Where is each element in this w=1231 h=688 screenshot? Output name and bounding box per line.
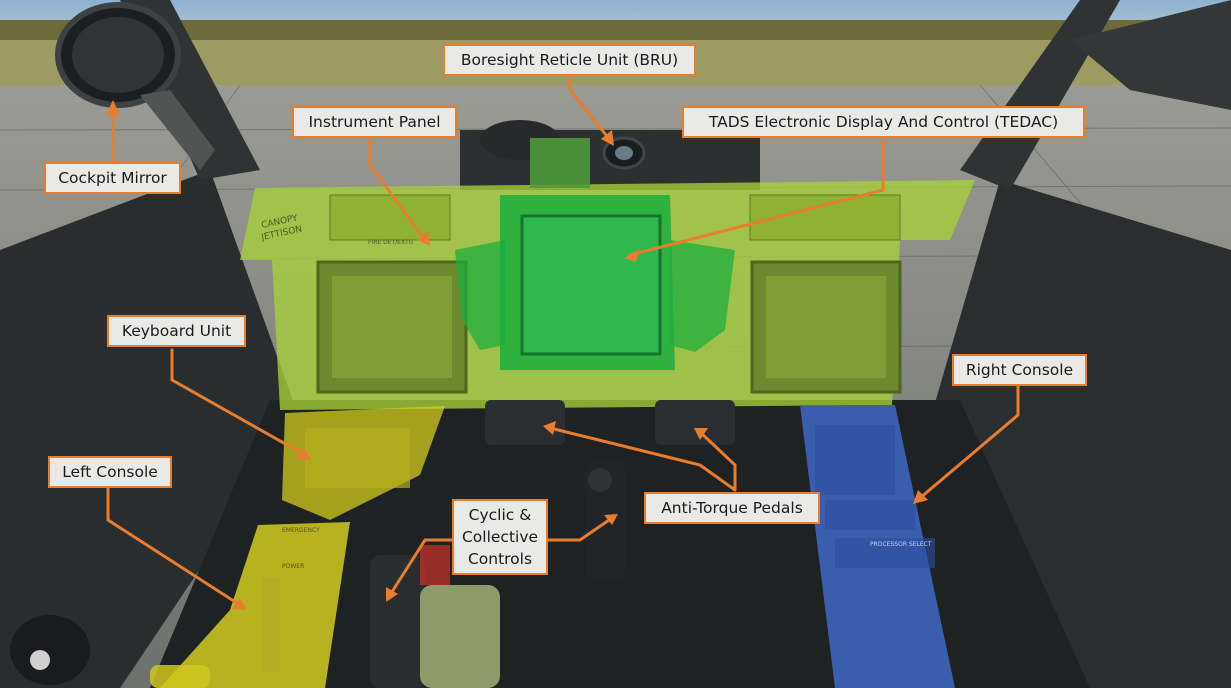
instrument-panel-label: Instrument Panel	[292, 106, 457, 138]
tedac-highlight	[455, 138, 735, 370]
cyclic-collective-label-line-2: Collective	[461, 528, 539, 546]
left-console-highlight	[160, 522, 350, 688]
anti-torque-pedals-label: Anti-Torque Pedals	[644, 492, 820, 524]
tedac-label: TADS Electronic Display And Control (TED…	[682, 106, 1085, 138]
fire-det-extg-text: FIRE DET/EXTG	[368, 239, 414, 246]
cyclic-collective-controls-label: Cyclic & Collective Controls	[452, 499, 548, 575]
cockpit-controls	[10, 400, 735, 688]
keyboard-unit-highlight	[282, 406, 445, 520]
boresight-reticle-unit	[602, 136, 646, 170]
left-console-lever	[262, 578, 280, 673]
boresight-reticle-unit-label: Boresight Reticle Unit (BRU)	[443, 44, 696, 76]
callout-arrows	[106, 70, 1020, 607]
cockpit-mirror-label: Cockpit Mirror	[44, 162, 181, 194]
callout-arrowheads	[106, 100, 928, 610]
cockpit-mirror	[55, 2, 215, 170]
emergency-text: EMERGENCY	[282, 527, 320, 534]
keyboard-unit-label: Keyboard Unit	[107, 315, 246, 347]
left-console-label: Left Console	[48, 456, 172, 488]
power-text: POWER	[282, 563, 304, 570]
right-console-label: Right Console	[952, 354, 1087, 386]
processor-select-text: PROCESSOR SELECT	[870, 541, 932, 548]
cyclic-collective-label-line-3: Controls	[467, 550, 533, 568]
instrument-panel-details: CANOPY JETTISON FIRE DET/EXTG	[260, 194, 902, 394]
right-console-details	[815, 425, 935, 568]
cyclic-collective-label-line-1: Cyclic &	[468, 506, 532, 524]
